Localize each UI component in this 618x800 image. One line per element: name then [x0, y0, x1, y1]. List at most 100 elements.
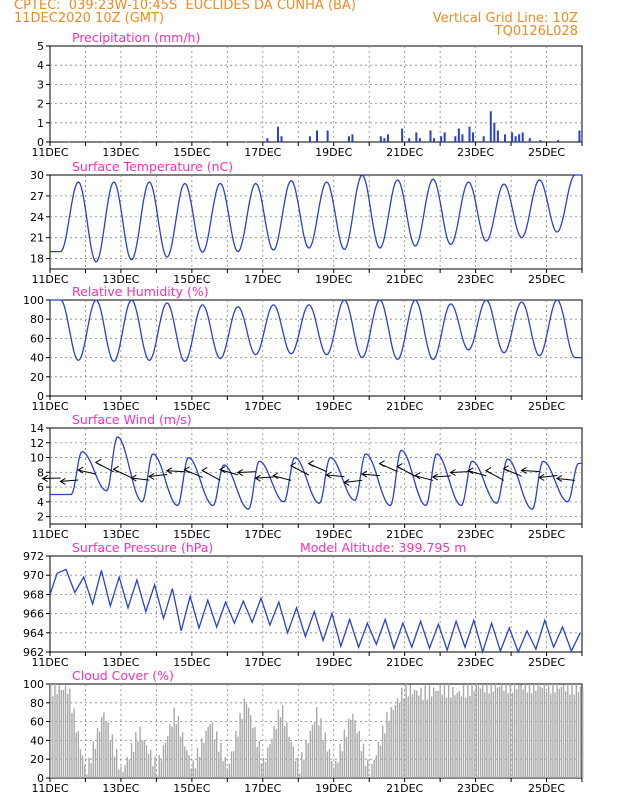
- cloud-bar: [464, 697, 467, 778]
- wind-arrowhead: [130, 474, 137, 482]
- wind-arrow: [432, 475, 451, 478]
- cloud-bar: [194, 768, 197, 778]
- wind-arrowhead: [254, 474, 261, 482]
- x-tick-label: 13DEC: [102, 656, 139, 669]
- x-tick-label: 17DEC: [244, 400, 281, 413]
- cloud-bar: [579, 686, 582, 778]
- cloud-bar: [481, 684, 484, 778]
- precip-bar: [518, 134, 521, 142]
- cloud-bar: [107, 722, 109, 778]
- precip-bar: [454, 136, 457, 142]
- cloud-bar: [367, 759, 369, 778]
- wind-arrow: [450, 471, 469, 474]
- wind-arrow: [255, 476, 274, 479]
- cloud-bar: [73, 708, 75, 778]
- precip-bar: [174, 141, 177, 143]
- cloud-bar: [413, 689, 416, 778]
- cloud-bar: [252, 728, 254, 778]
- cloud-bar: [473, 691, 475, 778]
- cloud-bar: [350, 719, 352, 778]
- x-tick-label: 13DEC: [102, 528, 139, 541]
- cloud-bar: [294, 760, 297, 778]
- cloud-bar: [362, 743, 365, 778]
- precip-bar: [418, 138, 421, 142]
- cloud-bar: [262, 757, 265, 778]
- cloud-bar: [379, 745, 382, 778]
- y-tick-label: 8: [37, 466, 44, 479]
- pressure-line: [49, 568, 581, 655]
- precip-bar: [468, 126, 471, 142]
- cloud-bar: [390, 707, 392, 778]
- wind-arrowhead: [41, 475, 48, 482]
- x-tick-label: 11DEC: [31, 782, 68, 795]
- cloud-bar: [513, 684, 516, 778]
- cloud-bar: [381, 725, 384, 778]
- y-tick-label: 24: [30, 211, 44, 224]
- series-line: [50, 436, 582, 510]
- cloud-bar: [439, 685, 441, 778]
- x-tick-label: 21DEC: [386, 656, 423, 669]
- cloud-bar: [247, 707, 250, 778]
- y-tick-label: 0: [37, 136, 44, 149]
- cloud-bar: [124, 765, 126, 778]
- y-tick-label: 100: [23, 678, 44, 691]
- cloud-bar: [281, 705, 284, 778]
- precip-bar: [386, 134, 389, 142]
- y-tick-label: 972: [23, 550, 44, 563]
- x-tick-label: 11DEC: [31, 656, 68, 669]
- plot-frame: [49, 427, 583, 525]
- cloud-bar: [311, 725, 314, 778]
- cloud-bar: [526, 692, 529, 778]
- precip-bar: [429, 130, 432, 142]
- cloud-bar: [326, 751, 329, 778]
- x-tick-label: 17DEC: [244, 782, 281, 795]
- wind-arrow: [77, 469, 97, 475]
- x-tick-label: 11DEC: [31, 400, 68, 413]
- cloud-bar: [422, 700, 424, 778]
- wind-arrowhead: [59, 477, 66, 485]
- cloud-bar: [577, 692, 580, 778]
- wind-arrow: [468, 470, 487, 477]
- cloud-bar: [169, 724, 171, 778]
- precip-bar: [521, 132, 524, 142]
- cloud-bar: [571, 684, 573, 778]
- cloud-bar: [573, 694, 575, 778]
- cloud-bar: [494, 684, 497, 778]
- cloud-bar: [556, 684, 558, 778]
- cloud-bar: [173, 707, 175, 778]
- x-tick-label: 23DEC: [457, 400, 494, 413]
- x-tick-label: 19DEC: [315, 273, 352, 286]
- cloud-bar: [530, 693, 533, 778]
- precip-bar: [280, 136, 283, 142]
- cloud-bar: [209, 724, 211, 778]
- precip-bar: [245, 141, 248, 143]
- cloud-bar: [356, 733, 358, 778]
- cloud-bar: [462, 685, 465, 778]
- cloud-bar: [458, 691, 460, 778]
- cloud-bar: [233, 751, 235, 778]
- wind-arrowhead: [555, 475, 563, 482]
- panel-title: Cloud Cover (%): [72, 668, 174, 683]
- cloud-bar: [184, 746, 186, 778]
- panel-4: 2 4 6 810 12 14 11DEC 13DEC 15DEC 17DEC 19DEC 21DEC…: [30, 412, 583, 541]
- cloud-bar: [450, 697, 452, 778]
- y-tick-label: 0: [37, 772, 44, 785]
- cloud-bar: [164, 742, 167, 778]
- cloud-bar: [562, 684, 565, 778]
- wind-arrowhead: [538, 474, 545, 481]
- wind-arrowhead: [236, 469, 243, 476]
- y-tick-label: 40: [30, 734, 44, 747]
- x-tick-label: 13DEC: [102, 782, 139, 795]
- cloud-bar: [307, 743, 309, 778]
- cloud-bar: [179, 736, 182, 778]
- y-tick-label: 30: [30, 169, 44, 182]
- cloud-bar: [443, 684, 446, 778]
- cloud-bar: [560, 686, 563, 778]
- cloud-bar: [201, 738, 203, 778]
- x-tick-label: 23DEC: [457, 273, 494, 286]
- cloud-bar: [343, 729, 346, 778]
- cloud-bar: [484, 692, 486, 778]
- cloud-bar: [424, 685, 426, 778]
- cloud-bar: [158, 755, 160, 778]
- cloud-bar: [337, 762, 339, 778]
